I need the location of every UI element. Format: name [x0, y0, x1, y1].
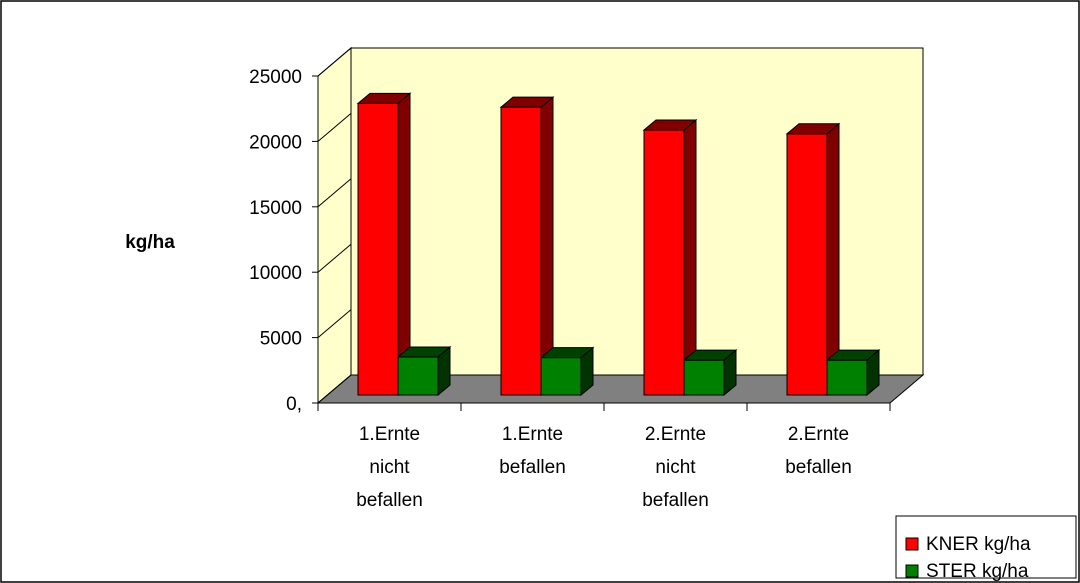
x-category-label: 1.Ernte — [359, 424, 420, 445]
axes: 0, 5000 10000 15000 20000 25000 — [249, 47, 891, 415]
bar-top-ster-4 — [825, 349, 881, 361]
x-category-label: 1.Ernte — [502, 424, 563, 445]
y-tick-label: 5000 — [260, 329, 302, 350]
y-tick-depth — [317, 47, 352, 77]
x-category-label: befallen — [356, 490, 423, 511]
y-tick-depth — [317, 178, 352, 208]
bar-top-ster-3 — [682, 349, 738, 361]
legend-label-kner: KNER kg/ha — [926, 534, 1031, 555]
bar-top-ster-2 — [539, 347, 595, 359]
bar-kner-1 — [357, 102, 399, 396]
plot-side-wall — [317, 46, 352, 405]
bar-kner-2 — [500, 106, 542, 396]
legend-swatch-kner — [905, 537, 919, 551]
x-category-label: befallen — [499, 457, 566, 478]
bar-top-kner-4 — [785, 123, 841, 135]
x-category-label: nicht — [655, 457, 696, 478]
y-axis-label: kg/ha — [125, 232, 175, 253]
y-tick-label: 10000 — [249, 263, 302, 284]
x-category-label: nicht — [369, 457, 410, 478]
bar-ster-2 — [540, 357, 582, 396]
y-tick-label: 20000 — [249, 132, 302, 153]
bars — [356, 92, 881, 397]
bar-ster-3 — [683, 359, 725, 396]
x-category-label: befallen — [642, 490, 709, 511]
x-category-label: befallen — [785, 457, 852, 478]
y-tick-label: 0, — [286, 394, 302, 415]
legend-swatch-ster — [905, 564, 919, 578]
y-tick-depth — [317, 309, 352, 338]
bar-kner-4 — [786, 133, 828, 396]
bar-ster-4 — [826, 359, 868, 396]
y-tick-label: 15000 — [249, 198, 302, 219]
bar-top-ster-1 — [396, 346, 452, 358]
y-tick-depth — [317, 113, 352, 142]
legend-label-ster: STER kg/ha — [926, 561, 1029, 582]
legend-box — [895, 515, 1077, 579]
legend: KNER kg/ha STER kg/ha — [895, 515, 1077, 582]
bar-top-kner-2 — [499, 96, 555, 108]
y-tick-label: 25000 — [249, 67, 302, 88]
bar-top-kner-1 — [356, 92, 412, 104]
x-category-label: 2.Ernte — [645, 424, 706, 445]
y-tick-depth — [317, 243, 352, 273]
category-labels: 1.Ernte nicht befallen 1.Ernte befallen 2.Ern… — [356, 424, 852, 511]
bar-kner-3 — [643, 129, 685, 396]
bar-ster-1 — [397, 356, 439, 396]
x-category-label: 2.Ernte — [788, 424, 849, 445]
bar-top-kner-3 — [642, 119, 698, 131]
y-tick-depth — [317, 374, 352, 404]
